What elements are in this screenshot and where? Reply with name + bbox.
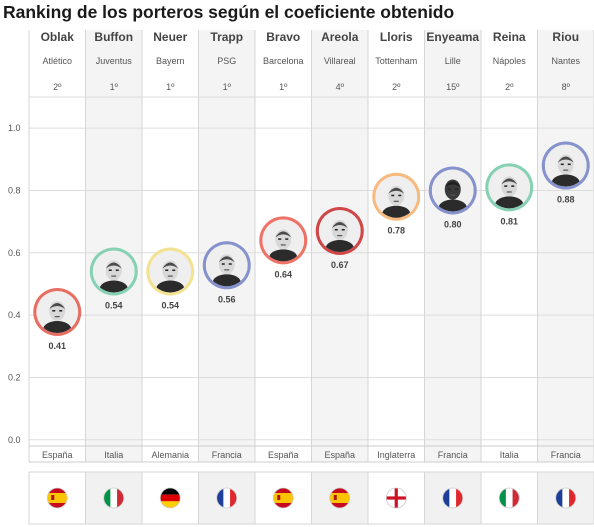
value-label: 0.64	[274, 269, 292, 279]
club-label: PSG	[217, 56, 236, 66]
y-tick-label: 0.0	[8, 435, 21, 445]
league-rank-label: 1º	[110, 82, 119, 92]
club-label: Lille	[445, 56, 461, 66]
club-label: Villareal	[324, 56, 356, 66]
player-photo	[431, 169, 474, 212]
data-point-reina[interactable]	[485, 163, 534, 212]
y-tick-label: 0.4	[8, 310, 21, 320]
spain-flag-icon	[272, 487, 294, 509]
country-label: España	[42, 450, 73, 460]
club-label: Atlético	[42, 56, 72, 66]
data-point-enyeama[interactable]	[428, 166, 477, 215]
value-label: 0.56	[218, 294, 236, 304]
player-photo	[318, 209, 361, 252]
y-tick-label: 0.8	[8, 185, 21, 195]
column-band	[85, 30, 142, 462]
data-point-lloris[interactable]	[372, 172, 421, 222]
league-rank-label: 8º	[562, 82, 571, 92]
player-photo	[544, 144, 587, 187]
france-flag-icon	[442, 487, 464, 509]
italy-flag-icon	[498, 487, 520, 509]
value-label: 0.54	[105, 301, 123, 311]
league-rank-label: 2º	[392, 82, 401, 92]
data-point-trapp[interactable]	[202, 241, 251, 290]
player-name-riou: Riou	[552, 30, 579, 44]
player-name-oblak: Oblak	[41, 30, 75, 44]
player-photo	[149, 250, 192, 293]
club-label: Barcelona	[263, 56, 304, 66]
value-label: 0.80	[444, 219, 462, 229]
france-flag-icon	[216, 487, 238, 509]
player-photo	[92, 250, 135, 293]
spain-flag-icon	[329, 487, 351, 509]
league-rank-label: 2º	[505, 82, 514, 92]
value-label: 0.41	[48, 341, 66, 351]
player-name-reina: Reina	[493, 30, 526, 44]
value-label: 0.81	[500, 216, 518, 226]
country-label: Italia	[500, 450, 519, 460]
data-point-neuer[interactable]	[146, 247, 195, 297]
player-name-buffon: Buffon	[94, 30, 133, 44]
club-label: Bayern	[156, 56, 185, 66]
league-rank-label: 1º	[166, 82, 175, 92]
value-label: 0.78	[387, 226, 405, 236]
england-flag-icon	[385, 487, 407, 509]
chart-title: Ranking de los porteros según el coefici…	[3, 2, 455, 22]
club-label: Nantes	[551, 56, 580, 66]
player-name-neuer: Neuer	[153, 30, 187, 44]
player-photo	[205, 244, 248, 287]
league-rank-label: 4º	[336, 82, 345, 92]
country-label: Francia	[212, 450, 242, 460]
club-label: Tottenham	[375, 56, 417, 66]
data-point-areola[interactable]	[315, 206, 364, 256]
country-label: Alemania	[151, 450, 189, 460]
flag-row-frame	[28, 471, 594, 525]
italy-flag-icon	[103, 487, 125, 509]
y-tick-label: 0.6	[8, 248, 21, 258]
player-name-enyeama: Enyeama	[426, 30, 479, 44]
country-label: España	[268, 450, 299, 460]
league-rank-label: 15º	[446, 82, 460, 92]
player-photo	[488, 166, 531, 209]
player-name-areola: Areola	[321, 30, 359, 44]
country-label: España	[324, 450, 355, 460]
data-point-bravo[interactable]	[259, 216, 308, 265]
player-name-trapp: Trapp	[210, 30, 243, 44]
league-rank-label: 2º	[53, 82, 62, 92]
value-label: 0.88	[557, 195, 575, 205]
spain-flag-icon	[46, 487, 68, 509]
data-point-riou[interactable]	[541, 141, 590, 191]
league-rank-label: 1º	[223, 82, 232, 92]
column-band	[424, 30, 481, 462]
france-flag-icon	[555, 487, 577, 509]
player-name-lloris: Lloris	[380, 30, 413, 44]
club-label: Juventus	[96, 56, 133, 66]
value-label: 0.54	[161, 301, 179, 311]
country-label: Francia	[438, 450, 468, 460]
value-label: 0.67	[331, 260, 349, 270]
country-label: Italia	[104, 450, 123, 460]
player-photo	[375, 175, 418, 218]
league-rank-label: 1º	[279, 82, 288, 92]
country-label: Francia	[551, 450, 581, 460]
germany-flag-icon	[159, 487, 181, 509]
player-name-bravo: Bravo	[266, 30, 300, 44]
y-tick-label: 1.0	[8, 123, 21, 133]
player-photo	[262, 219, 305, 262]
data-point-buffon[interactable]	[89, 247, 138, 297]
country-label: Inglaterra	[377, 450, 415, 460]
player-photo	[36, 291, 79, 334]
column-band	[537, 30, 594, 462]
data-point-oblak[interactable]	[33, 288, 82, 337]
club-label: Nápoles	[493, 56, 527, 66]
y-tick-label: 0.2	[8, 372, 21, 382]
